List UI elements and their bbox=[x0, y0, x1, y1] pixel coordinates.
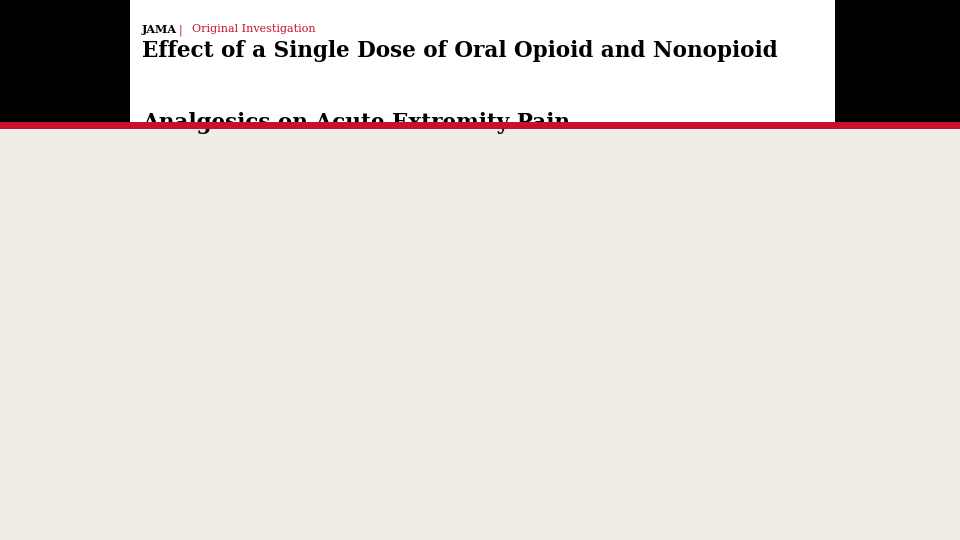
Text: Total: Total bbox=[27, 500, 58, 510]
Text: 103: 103 bbox=[575, 227, 596, 238]
Text: Received rescue analgesic,
No. (%): Received rescue analgesic, No. (%) bbox=[12, 252, 163, 274]
Text: Morphine: Morphine bbox=[27, 354, 79, 364]
Text: 18 (17.5): 18 (17.5) bbox=[560, 261, 612, 272]
Text: 23 (22.3): 23 (22.3) bbox=[708, 261, 760, 272]
Text: <.001: <.001 bbox=[870, 500, 906, 510]
Text: 1 (1.0): 1 (1.0) bbox=[279, 354, 316, 364]
Text: 22 (21.4): 22 (21.4) bbox=[708, 325, 760, 334]
Text: Tramadol: Tramadol bbox=[27, 383, 79, 393]
Text: |: | bbox=[179, 24, 182, 36]
FancyBboxPatch shape bbox=[0, 315, 960, 344]
Text: Rescue: Rescue bbox=[27, 471, 67, 481]
Text: 4.5 (0): 4.5 (0) bbox=[716, 442, 753, 451]
FancyBboxPatch shape bbox=[0, 286, 960, 315]
Text: 13 (12.5): 13 (12.5) bbox=[416, 325, 468, 334]
FancyBboxPatch shape bbox=[0, 344, 960, 373]
Text: 0: 0 bbox=[731, 383, 738, 393]
FancyBboxPatch shape bbox=[0, 247, 960, 286]
Text: 17 (16.8): 17 (16.8) bbox=[272, 325, 324, 334]
Text: 1 (1.0): 1 (1.0) bbox=[423, 383, 460, 393]
Text: Oxycodone and
Acetaminophen: Oxycodone and Acetaminophen bbox=[394, 167, 490, 188]
Text: 6.7 (3.2): 6.7 (3.2) bbox=[559, 500, 612, 510]
Text: No. of patients: No. of patients bbox=[12, 227, 93, 238]
Text: 2.0 (3.4): 2.0 (3.4) bbox=[710, 471, 758, 481]
FancyBboxPatch shape bbox=[0, 373, 960, 403]
Text: 0: 0 bbox=[438, 354, 445, 364]
Text: 101: 101 bbox=[287, 227, 308, 238]
Text: 0: 0 bbox=[582, 354, 589, 364]
FancyBboxPatch shape bbox=[0, 432, 960, 461]
Text: 1 (1.0): 1 (1.0) bbox=[567, 383, 604, 393]
FancyBboxPatch shape bbox=[0, 490, 960, 519]
Text: 0: 0 bbox=[294, 383, 301, 393]
Text: .42: .42 bbox=[879, 261, 897, 272]
FancyBboxPatch shape bbox=[0, 403, 960, 432]
Text: .27: .27 bbox=[879, 471, 897, 481]
Text: 6.5 (3.4): 6.5 (3.4) bbox=[708, 500, 761, 510]
FancyBboxPatch shape bbox=[0, 461, 960, 490]
Text: 8.6 (2.7): 8.6 (2.7) bbox=[415, 500, 468, 510]
Text: 1.1 (2.7): 1.1 (2.7) bbox=[418, 471, 466, 481]
Text: 7.5 (0): 7.5 (0) bbox=[423, 442, 460, 451]
Text: 5.0 (0): 5.0 (0) bbox=[567, 442, 604, 451]
Text: 104: 104 bbox=[431, 227, 452, 238]
Text: Table 4. Rescue Analgesic and Total Morphine Equivalent Units Received Within 2 : Table 4. Rescue Analgesic and Total Morp… bbox=[8, 132, 575, 142]
Text: NAᵇ: NAᵇ bbox=[877, 442, 899, 451]
Text: JAMA: JAMA bbox=[142, 24, 177, 35]
Text: 1 (1.0): 1 (1.0) bbox=[716, 354, 753, 364]
Text: 1.6 (3.5): 1.6 (3.5) bbox=[271, 500, 324, 510]
Text: 0 (0): 0 (0) bbox=[284, 442, 311, 451]
FancyBboxPatch shape bbox=[0, 163, 960, 218]
Text: 1.6 (3.5): 1.6 (3.5) bbox=[274, 471, 322, 481]
Text: P Value: P Value bbox=[865, 167, 911, 177]
Text: Analgesics on Acute Extremity Pain: Analgesics on Acute Extremity Pain bbox=[142, 112, 570, 134]
FancyBboxPatch shape bbox=[0, 218, 960, 247]
Text: Type of rescue analgesic received, No. (%): Type of rescue analgesic received, No. (… bbox=[12, 295, 239, 305]
Text: 103: 103 bbox=[724, 227, 745, 238]
Text: .55: .55 bbox=[879, 354, 897, 364]
Text: 14 (13.5): 14 (13.5) bbox=[416, 261, 468, 272]
Text: 18 (17.8): 18 (17.8) bbox=[272, 261, 324, 272]
Text: Hydrocodone and
Acetaminophen: Hydrocodone and Acetaminophen bbox=[532, 167, 639, 188]
Text: Codeine and
Acetaminophen: Codeine and Acetaminophen bbox=[686, 167, 782, 188]
Text: Effect of a Single Dose of Oral Opioid and Nonopioid: Effect of a Single Dose of Oral Opioid a… bbox=[142, 40, 778, 63]
Text: Analgesic dose in morphine equivalent units, mean (SD)ᵃ: Analgesic dose in morphine equivalent un… bbox=[12, 412, 317, 422]
Text: Oxycodone: Oxycodone bbox=[27, 325, 89, 334]
Text: 17 (16.5): 17 (16.5) bbox=[560, 325, 612, 334]
Text: Initial: Initial bbox=[27, 442, 58, 451]
Text: Original Investigation: Original Investigation bbox=[192, 24, 316, 35]
Text: Ibuprofen and
Acetaminophen: Ibuprofen and Acetaminophen bbox=[250, 167, 346, 188]
Text: 1.7 (3.2): 1.7 (3.2) bbox=[562, 471, 610, 481]
